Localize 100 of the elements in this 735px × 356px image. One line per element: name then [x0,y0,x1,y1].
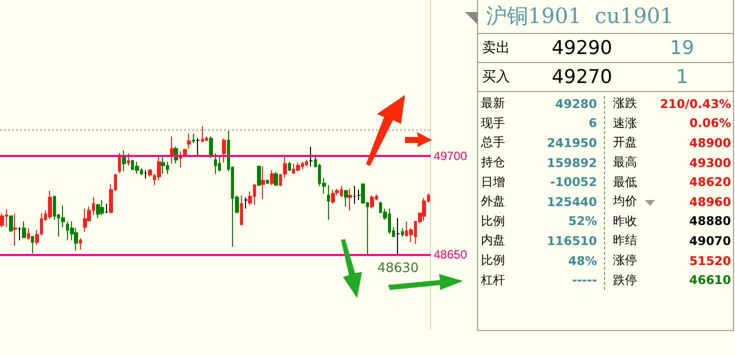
candlestick [96,203,100,218]
text: 昨结 [612,232,638,250]
candlestick [48,190,52,220]
candlestick [9,215,13,232]
candlestick [353,186,356,204]
text: 116510 [546,234,598,248]
candlestick [218,156,221,172]
text: 杠杆 [480,272,506,289]
candlestick [22,221,26,238]
candlestick [122,150,126,172]
candlestick [201,126,204,143]
candlestick [157,156,161,181]
text: 49270 [550,66,614,88]
candlestick [31,236,34,254]
text: 6 [588,116,598,130]
text: 241950 [546,136,598,150]
candlestick [105,203,108,214]
candlestick [79,238,82,250]
text: 48880 [688,214,731,228]
text: 48620 [688,175,731,190]
candlestick [283,154,287,178]
candlestick [288,161,291,172]
text: 159892 [546,156,598,170]
text: 48% [567,254,598,268]
text: 内盘 [480,232,506,250]
candlestick [187,133,191,150]
candlestick [192,133,195,144]
text: 最低 [612,174,638,191]
candlestick [244,196,248,209]
text: 19 [668,37,696,59]
y-tick-label: 48650 [434,247,468,262]
text: 48900 [688,136,731,150]
text: 49290 [550,37,614,59]
text: 125440 [546,194,598,209]
candlestick [344,189,348,208]
candlestick [13,214,17,246]
candlestick [144,170,147,180]
candlestick [209,136,213,158]
candlestick [331,189,335,204]
text: 49280 [554,96,598,111]
text: 比例 [480,252,506,270]
candlestick [170,136,174,164]
candlestick [296,162,300,172]
candlestick [214,152,217,174]
candlestick [35,229,39,246]
candlestick [135,161,139,174]
text: 比例 [480,212,506,230]
annotation: 48630 [377,261,419,276]
text: 买入 [481,68,511,86]
text: 总手 [480,134,506,152]
candlestick [196,138,200,156]
candlestick [327,184,330,220]
text: 昨收 [612,212,638,230]
candlestick [240,194,243,226]
candlestick [222,138,226,164]
candlestick [401,228,404,238]
text: ----- [571,273,598,288]
candlestick [161,156,165,174]
candlestick [261,166,265,200]
text: 52% [567,214,598,228]
candlestick [357,189,361,201]
candlestick [266,178,269,184]
candlestick [305,159,308,167]
text: 48960 [688,194,731,209]
text: 涨停 [612,252,638,270]
candlestick [309,146,313,167]
candlestick [27,228,30,240]
text: 均价 [612,193,638,210]
candlestick [0,212,4,228]
candlestick [274,172,278,187]
text: 持仓 [480,154,506,172]
candlestick [279,173,282,187]
text: 开盘 [612,134,638,152]
text: 日增 [480,174,506,191]
text: 外盘 [480,193,506,210]
candlestick [40,212,43,236]
text: 沪铜1901 cu1901 [478,0,733,34]
candlestick [396,217,400,257]
candlestick [127,152,130,166]
text: 0.06% [688,116,731,130]
text: 最高 [612,154,638,172]
y-tick-label: 49700 [434,149,468,164]
text: 46610 [688,273,731,288]
text: 现手 [480,114,506,132]
text: 51520 [688,254,731,268]
text: 1 [674,66,690,88]
candlestick [148,168,152,178]
candlestick [370,194,374,209]
candlestick [348,188,352,211]
candlestick [83,208,87,232]
text: 跌停 [612,272,638,289]
candlestick [270,170,274,186]
text: 卖出 [481,39,511,57]
candlestick [100,200,104,216]
text: 涨跌 [612,95,638,112]
text: 49300 [688,156,731,170]
text: -10052 [549,175,598,190]
candlestick [257,164,261,187]
candlestick [422,198,426,222]
text: 210/0.43% [658,96,731,111]
